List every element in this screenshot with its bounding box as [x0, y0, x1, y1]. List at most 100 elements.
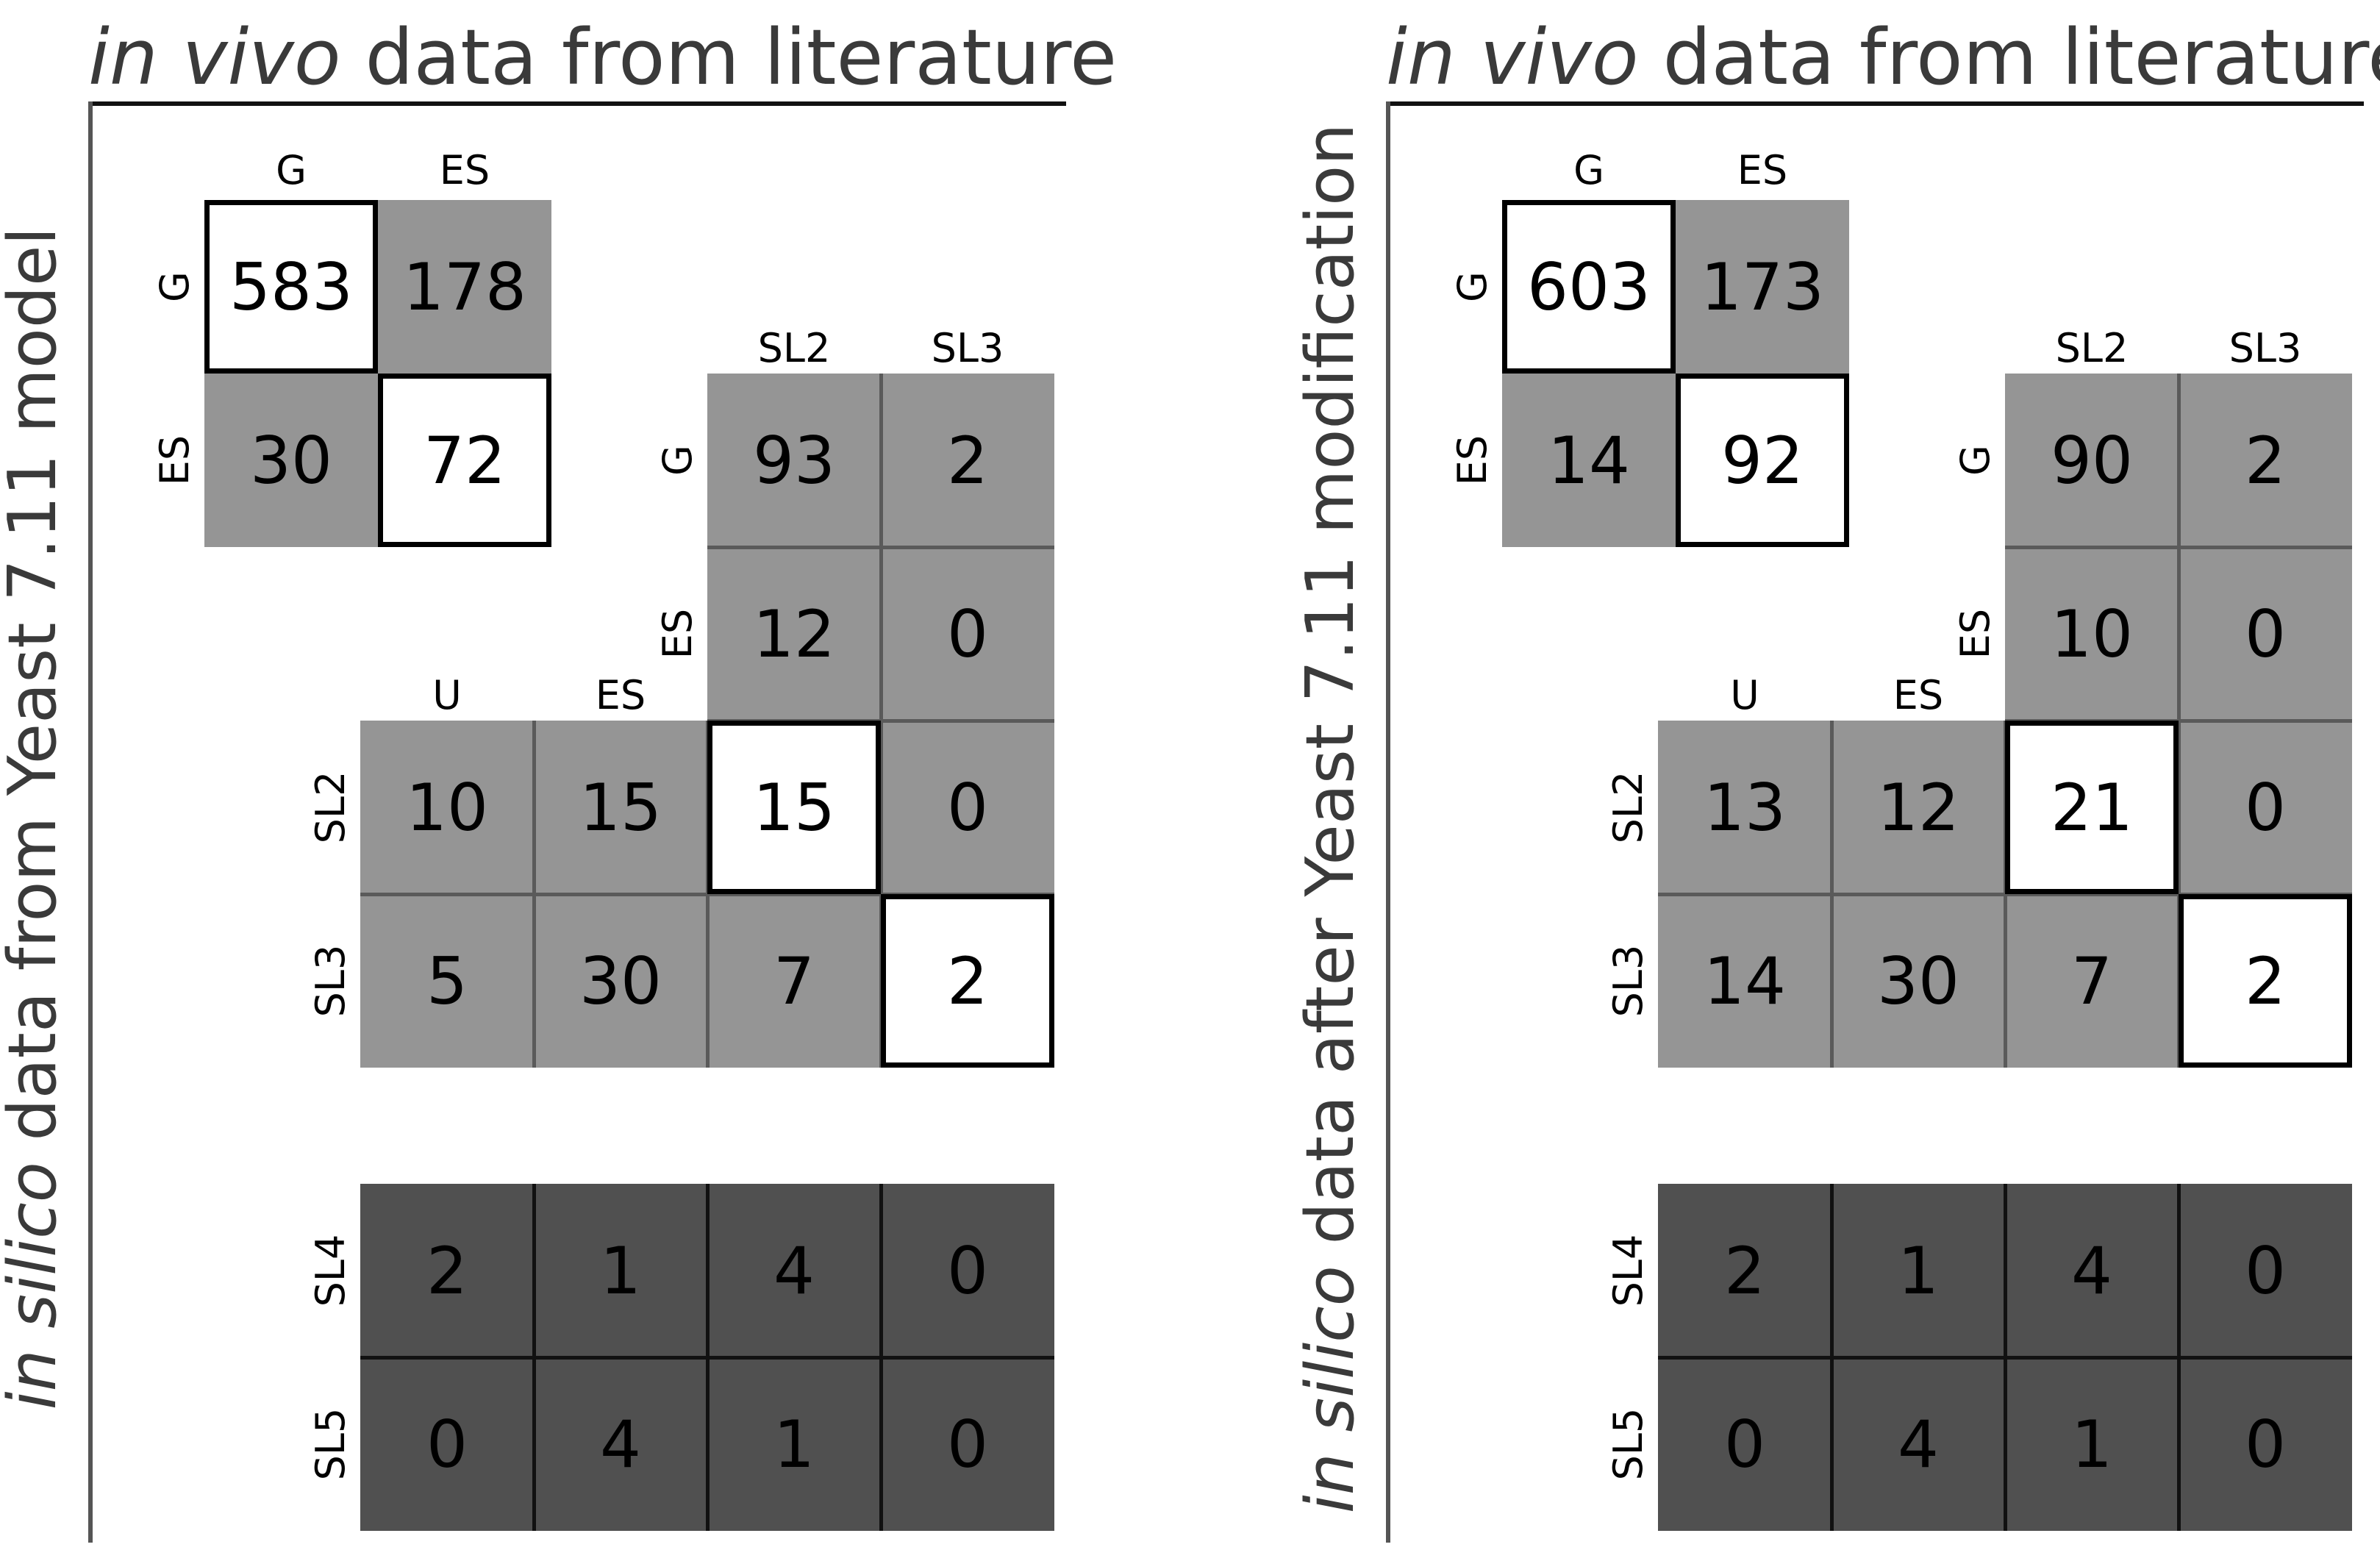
matrix-cell: 178	[378, 200, 551, 374]
matrix-cell: 72	[378, 374, 551, 547]
grid-line	[1658, 893, 2352, 896]
m3-row-label: SL3	[1605, 944, 1651, 1018]
left-panel: in vivo data from literature in silico da…	[0, 0, 1147, 1561]
matrix-cell: 90	[2005, 374, 2179, 547]
m1-col-label: G	[1573, 147, 1604, 193]
top-title-italic: in vivo	[88, 12, 341, 102]
m3-col-label: ES	[1893, 672, 1944, 718]
matrix-cell: 1	[1832, 1184, 2005, 1357]
matrix-cell: 4	[1832, 1357, 2005, 1531]
matrix-cell: 0	[881, 547, 1054, 721]
m2-col-label: SL2	[2055, 325, 2129, 371]
side-title-italic: in silico	[1292, 1265, 1369, 1514]
matrix-cell: 4	[707, 1184, 881, 1357]
top-title-rest: data from literature	[1638, 12, 2380, 102]
matrix-cell: 30	[1832, 894, 2005, 1068]
top-title-rest: data from literature	[340, 12, 1118, 102]
matrix-cell: 0	[881, 1357, 1054, 1531]
matrix-cell: 30	[204, 374, 378, 547]
matrix-cell: 4	[2005, 1184, 2179, 1357]
grid-line	[360, 1356, 1054, 1360]
matrix-cell: 7	[707, 894, 881, 1068]
side-axis-line	[1386, 101, 1390, 1543]
matrix-cell: 2	[881, 894, 1054, 1068]
m4-row-label: SL5	[307, 1407, 354, 1481]
right-panel: in vivo data from literature in silico da…	[1292, 0, 2380, 1561]
matrix-cell: 92	[1676, 374, 1849, 547]
matrix-cell: 0	[360, 1357, 534, 1531]
matrix-cell: 14	[1658, 894, 1832, 1068]
m2-col-label: SL3	[2229, 325, 2302, 371]
matrix-cell: 4	[534, 1357, 707, 1531]
m2-row-label: G	[654, 445, 701, 476]
matrix-cell: 12	[707, 547, 881, 721]
matrix-cell: 2	[360, 1184, 534, 1357]
m1-row-label: ES	[151, 435, 198, 486]
matrix-cell: 583	[204, 200, 378, 374]
top-axis-line	[1386, 101, 2364, 106]
m1-col-label: ES	[1737, 147, 1788, 193]
m1-col-label: ES	[439, 147, 490, 193]
side-title: in silico data after Yeast 7.11 modifica…	[1290, 120, 1371, 1517]
m1-row-label: ES	[1449, 435, 1495, 486]
matrix-cell: 1	[707, 1357, 881, 1531]
matrix-cell: 0	[2179, 1184, 2352, 1357]
side-title-italic: in silico	[0, 1162, 71, 1410]
matrix-cell: 10	[360, 721, 534, 894]
grid-line	[2005, 546, 2352, 549]
grid-line	[360, 893, 1054, 896]
m3-col-label: ES	[595, 672, 646, 718]
m3-row-label: SL2	[1605, 771, 1651, 844]
matrix-cell: 0	[881, 1184, 1054, 1357]
matrix-cell: 30	[534, 894, 707, 1068]
matrix-cell: 2	[881, 374, 1054, 547]
m1-row-label: G	[151, 271, 198, 302]
top-title-italic: in vivo	[1386, 12, 1639, 102]
matrix-cell: 5	[360, 894, 534, 1068]
top-title: in vivo data from literature	[1386, 12, 2380, 102]
matrix-cell: 603	[1502, 200, 1676, 374]
m1-col-label: G	[276, 147, 307, 193]
side-title-rest: data after Yeast 7.11 modification	[1292, 123, 1369, 1266]
m3-row-label: SL3	[307, 944, 354, 1018]
matrix-cell: 0	[2179, 721, 2352, 894]
side-title-rest: data from Yeast 7.11 model	[0, 226, 71, 1162]
matrix-cell: 15	[534, 721, 707, 894]
matrix-cell: 1	[534, 1184, 707, 1357]
m2-col-label: SL2	[757, 325, 831, 371]
m1-row-label: G	[1449, 271, 1495, 302]
matrix-cell: 2	[2179, 374, 2352, 547]
matrix-cell: 0	[881, 721, 1054, 894]
top-axis-line	[88, 101, 1066, 106]
matrix-cell: 2	[1658, 1184, 1832, 1357]
matrix-cell: 93	[707, 374, 881, 547]
matrix-cell: 21	[2005, 721, 2179, 894]
m4-row-label: SL5	[1605, 1407, 1651, 1481]
matrix-cell: 10	[2005, 547, 2179, 721]
m3-col-label: U	[1730, 672, 1759, 718]
m4-row-label: SL4	[1605, 1234, 1651, 1307]
matrix-cell: 2	[2179, 894, 2352, 1068]
m2-row-label: G	[1952, 445, 1998, 476]
matrix-cell: 15	[707, 721, 881, 894]
matrix-cell: 13	[1658, 721, 1832, 894]
grid-line	[707, 546, 1054, 549]
matrix-cell: 173	[1676, 200, 1849, 374]
side-title: in silico data from Yeast 7.11 model	[0, 120, 74, 1517]
grid-line	[1658, 1356, 2352, 1360]
m3-row-label: SL2	[307, 771, 354, 844]
grid-line	[707, 719, 1054, 723]
grid-line	[2005, 719, 2352, 723]
matrix-cell: 14	[1502, 374, 1676, 547]
side-axis-line	[88, 101, 93, 1543]
m3-col-label: U	[432, 672, 462, 718]
matrix-cell: 1	[2005, 1357, 2179, 1531]
matrix-cell: 12	[1832, 721, 2005, 894]
top-title: in vivo data from literature	[88, 12, 1117, 102]
m2-col-label: SL3	[931, 325, 1004, 371]
matrix-cell: 0	[2179, 547, 2352, 721]
m4-row-label: SL4	[307, 1234, 354, 1307]
matrix-cell: 0	[2179, 1357, 2352, 1531]
matrix-cell: 7	[2005, 894, 2179, 1068]
matrix-cell: 0	[1658, 1357, 1832, 1531]
